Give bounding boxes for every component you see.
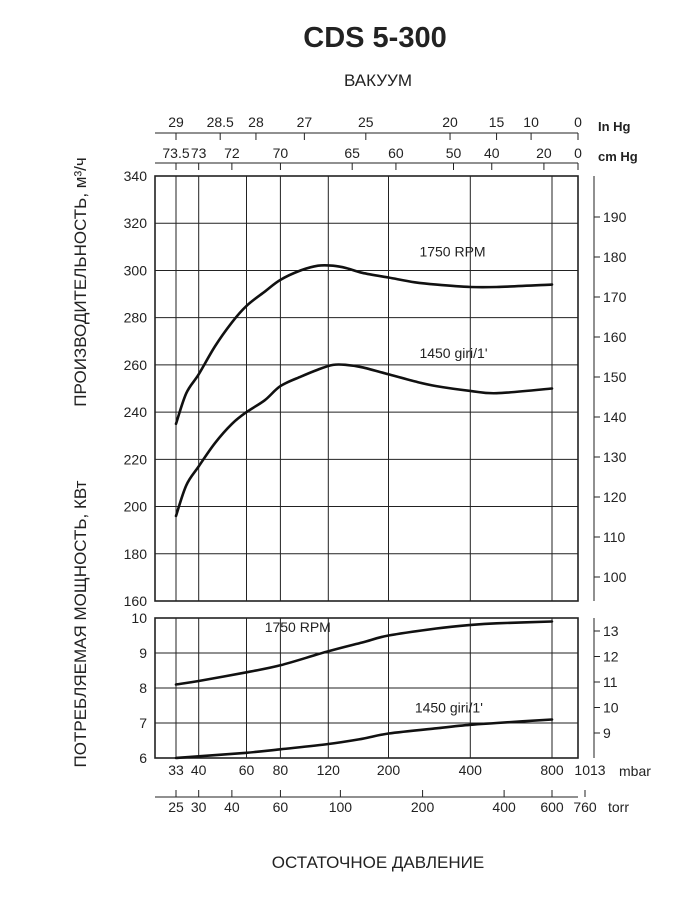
y-tick-label-0-0: 160 (124, 593, 148, 609)
y-tick-label-1-1: 7 (139, 715, 147, 731)
right-tick-label-1-4: 13 (603, 623, 619, 639)
in-hg-tick-label-8: 0 (574, 114, 582, 130)
curve-power-1 (174, 718, 554, 760)
mbar-tick-label-2: 60 (239, 762, 255, 778)
mbar-tick-label-6: 400 (459, 762, 483, 778)
mbar-tick-label-4: 120 (317, 762, 341, 778)
cm-hg-tick-label-1: 73 (191, 145, 207, 161)
cm-hg-tick-label-2: 72 (224, 145, 240, 161)
curve-labels: 1750 RPM 1450 giri/1' 1750 RPM 1450 giri/1' (265, 243, 488, 715)
y-tick-label-0-2: 200 (124, 499, 148, 515)
torr-tick-label-0: 25 (168, 799, 184, 815)
torr-tick-label-6: 400 (492, 799, 516, 815)
torr-tick-label-7: 600 (540, 799, 564, 815)
cm-hg-tick-label-0: 73.5 (162, 145, 189, 161)
cm-hg-tick-label-4: 65 (344, 145, 360, 161)
tick-labels: 1601802002202402602803003203401001101201… (124, 114, 627, 815)
torr-tick-label-5: 200 (411, 799, 435, 815)
cm-hg-tick-label-5: 60 (388, 145, 404, 161)
mbar-tick-label-1: 40 (191, 762, 207, 778)
chart-title: CDS 5-300 (303, 22, 446, 54)
curve-label-0: 1750 RPM (419, 243, 485, 259)
in-hg-tick-label-5: 20 (442, 114, 458, 130)
plot-frames (154, 175, 579, 759)
y-tick-label-0-5: 260 (124, 357, 148, 373)
unit-in-hg: In Hg (598, 119, 631, 134)
right-tick-label-0-1: 110 (603, 529, 626, 545)
y-tick-label-1-0: 6 (139, 750, 147, 766)
bottom-axis-title: ОСТАТОЧНОЕ ДАВЛЕНИЕ (272, 853, 484, 872)
right-tick-label-1-1: 10 (603, 700, 619, 716)
unit-cm-hg: cm Hg (598, 149, 638, 164)
right-tick-label-0-0: 100 (603, 569, 627, 585)
right-tick-label-0-3: 130 (603, 449, 627, 465)
right-tick-label-0-8: 180 (603, 249, 627, 265)
in-hg-tick-label-7: 10 (523, 114, 539, 130)
mbar-tick-label-7: 800 (540, 762, 564, 778)
grid-lines (155, 132, 600, 798)
torr-tick-label-4: 100 (329, 799, 353, 815)
y-tick-label-0-6: 280 (124, 310, 148, 326)
unit-torr: torr (608, 799, 629, 815)
y-tick-label-0-7: 300 (124, 262, 148, 278)
mbar-tick-label-5: 200 (377, 762, 401, 778)
right-tick-label-0-2: 120 (603, 489, 627, 505)
right-tick-label-0-5: 150 (603, 369, 627, 385)
in-hg-tick-label-1: 28.5 (207, 114, 234, 130)
y-tick-label-1-4: 10 (131, 610, 147, 626)
y-tick-label-0-1: 180 (124, 546, 148, 562)
in-hg-tick-label-0: 29 (168, 114, 184, 130)
y-tick-label-0-3: 220 (124, 451, 148, 467)
mbar-tick-label-3: 80 (273, 762, 289, 778)
torr-tick-label-2: 40 (224, 799, 240, 815)
torr-tick-label-8: 760 (573, 799, 597, 815)
y-tick-label-1-2: 8 (139, 680, 147, 696)
torr-tick-label-3: 60 (273, 799, 289, 815)
right-tick-label-1-3: 12 (603, 649, 619, 665)
data-curves (174, 263, 554, 760)
y-tick-label-0-9: 340 (124, 168, 148, 184)
y-axis-title-power: ПОТРЕБЛЯЕМАЯ МОЩНОСТЬ, КВт (71, 480, 90, 767)
curve-label-3: 1450 giri/1' (415, 700, 483, 716)
curve-label-1: 1450 giri/1' (419, 345, 487, 361)
plot-frame-0 (154, 175, 579, 602)
top-axis-title: ВАКУУМ (344, 71, 412, 90)
mbar-tick-label-0: 33 (168, 762, 184, 778)
cm-hg-tick-label-8: 20 (536, 145, 552, 161)
y-axis-title-capacity: ПРОИЗВОДИТЕЛЬНОСТЬ, м³/ч (71, 157, 90, 406)
in-hg-tick-label-3: 27 (297, 114, 313, 130)
right-tick-label-1-0: 9 (603, 725, 611, 741)
cm-hg-tick-label-9: 0 (574, 145, 582, 161)
y-tick-label-0-4: 240 (124, 404, 148, 420)
in-hg-tick-label-2: 28 (248, 114, 264, 130)
curve-power-0 (174, 620, 554, 686)
curve-label-2: 1750 RPM (265, 619, 331, 635)
y-tick-label-0-8: 320 (124, 215, 148, 231)
cm-hg-tick-label-6: 50 (446, 145, 462, 161)
unit-mbar: mbar (619, 763, 651, 779)
in-hg-tick-label-4: 25 (358, 114, 374, 130)
torr-tick-label-1: 30 (191, 799, 207, 815)
curve-capacity-1 (174, 363, 554, 518)
right-tick-label-0-9: 190 (603, 209, 627, 225)
right-tick-label-0-6: 160 (603, 329, 627, 345)
right-tick-label-1-2: 11 (603, 674, 618, 690)
cm-hg-tick-label-3: 70 (273, 145, 289, 161)
right-tick-label-0-7: 170 (603, 289, 627, 305)
y-tick-label-1-3: 9 (139, 645, 147, 661)
right-tick-label-0-4: 140 (603, 409, 627, 425)
mbar-tick-label-8: 1013 (574, 762, 605, 778)
cm-hg-tick-label-7: 40 (484, 145, 500, 161)
curve-capacity-0 (174, 263, 554, 426)
in-hg-tick-label-6: 15 (489, 114, 505, 130)
